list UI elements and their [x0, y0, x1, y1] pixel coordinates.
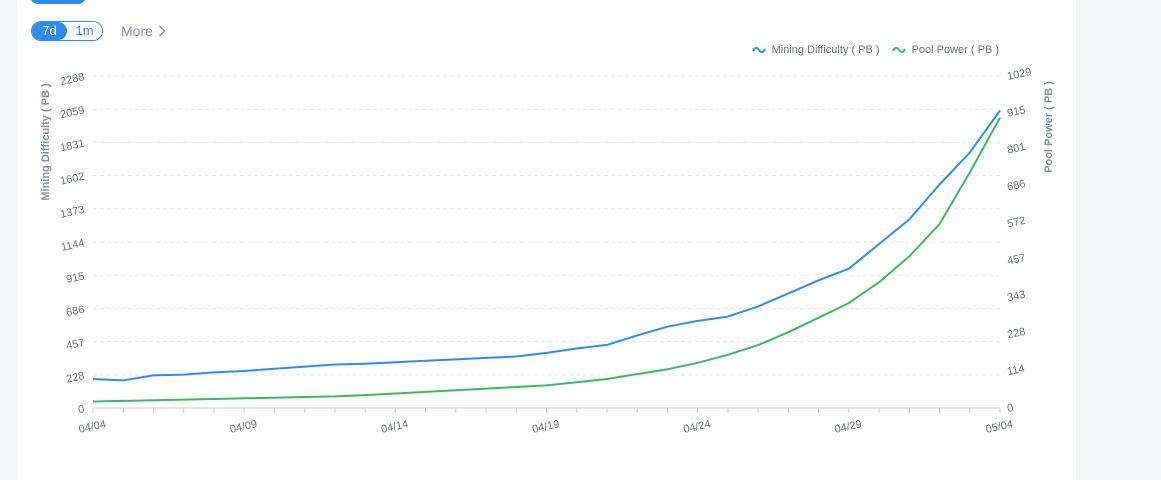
legend-item-pool[interactable]: Pool Power ( PB )	[891, 44, 999, 56]
range-7d-button[interactable]: 7d	[32, 22, 67, 40]
chart-card	[17, 0, 1076, 480]
legend-item-difficulty[interactable]: Mining Difficulty ( PB )	[751, 44, 880, 56]
range-toggle[interactable]: 7d 1m	[31, 21, 103, 41]
chart-legend: Mining Difficulty ( PB ) Pool Power ( PB…	[751, 44, 999, 56]
range-1m-button[interactable]: 1m	[67, 22, 102, 40]
legend-label-difficulty: Mining Difficulty ( PB )	[771, 44, 880, 56]
pool-legend-icon	[891, 46, 906, 54]
more-label: More	[121, 23, 153, 39]
legend-label-pool: Pool Power ( PB )	[911, 44, 999, 56]
more-link[interactable]: More	[121, 23, 166, 39]
difficulty-legend-icon	[751, 46, 766, 54]
top-tab-indicator	[30, 0, 86, 4]
chevron-right-icon	[158, 25, 166, 37]
